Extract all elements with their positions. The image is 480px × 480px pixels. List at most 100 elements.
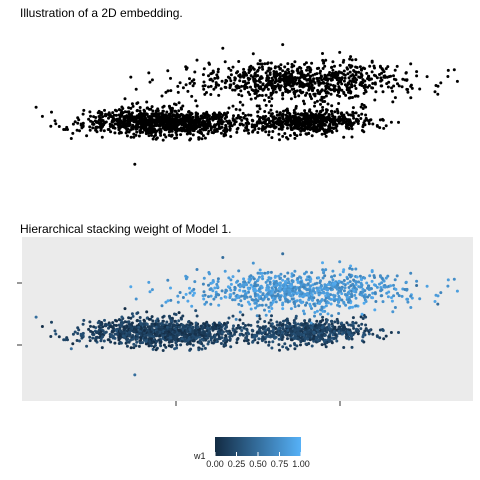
data-point [336,110,340,114]
data-point [129,325,133,329]
data-point [253,126,257,129]
data-point [161,319,165,323]
data-point [247,323,250,327]
data-point [102,339,106,343]
data-point [142,331,146,335]
data-point [310,326,314,330]
data-point [216,67,220,71]
data-point [161,105,165,109]
data-point [209,77,213,81]
data-point [307,84,311,88]
data-point [304,116,307,120]
data-point [211,79,215,83]
data-point [161,113,165,117]
data-point [352,79,356,83]
data-point [176,90,180,94]
data-point [321,105,325,109]
data-point [203,136,207,140]
data-point [251,340,255,344]
data-point [129,135,133,139]
data-point [368,64,372,68]
data-point [169,89,173,93]
data-point [76,326,80,330]
data-point [222,129,226,133]
data-point [235,326,239,330]
data-point [273,126,277,130]
data-point [347,331,351,334]
data-point [315,125,319,129]
data-point [326,301,330,305]
data-point [303,111,307,115]
data-point [329,302,333,306]
data-point [101,125,105,128]
data-point [264,335,268,339]
data-point [227,106,231,110]
data-point [281,125,285,129]
data-point [107,338,111,342]
data-point [331,73,335,77]
data-point [155,330,159,334]
data-point [193,329,197,333]
data-point [370,279,374,283]
data-point [161,138,165,142]
data-point [379,65,383,69]
data-point [194,127,198,130]
data-point [165,110,169,114]
data-point [293,118,297,122]
data-point [192,291,196,295]
data-point [282,117,285,121]
data-point [154,334,158,337]
data-point [205,119,209,122]
data-point [121,124,125,128]
data-point [157,324,161,328]
data-point [340,88,344,92]
data-point [224,78,228,82]
data-point [286,277,290,281]
data-point [264,118,268,122]
data-point [115,332,119,336]
data-point [256,320,260,324]
data-point [71,131,75,135]
data-point [410,86,414,90]
data-point [233,285,237,289]
data-point [138,331,142,335]
data-point [379,286,383,289]
data-point [271,130,275,133]
data-point [113,131,117,135]
data-point [347,76,351,80]
data-point [193,119,197,123]
data-point [130,312,134,316]
data-point [155,129,159,133]
data-point [138,106,142,109]
data-point [111,111,115,115]
data-point [355,117,358,121]
data-point [336,320,340,324]
data-point [172,324,176,328]
data-point [305,91,309,95]
data-point [319,89,323,93]
data-point [161,334,165,338]
data-point [150,117,154,121]
data-point [418,87,422,91]
data-point [227,276,231,280]
data-point [173,102,176,106]
data-point [207,328,211,332]
data-point [154,137,158,141]
data-point [409,84,413,88]
data-point [397,84,401,88]
data-point [323,64,327,68]
data-point [338,50,342,54]
data-point [132,346,136,350]
data-point [258,268,262,272]
data-point [406,300,410,304]
data-point [256,62,260,66]
data-point [261,335,265,339]
data-point [227,119,231,123]
data-point [259,331,263,335]
data-point [321,315,325,319]
data-point [342,58,346,62]
data-point [222,339,226,343]
data-point [320,95,324,99]
data-point [153,112,157,116]
data-point [139,126,142,129]
